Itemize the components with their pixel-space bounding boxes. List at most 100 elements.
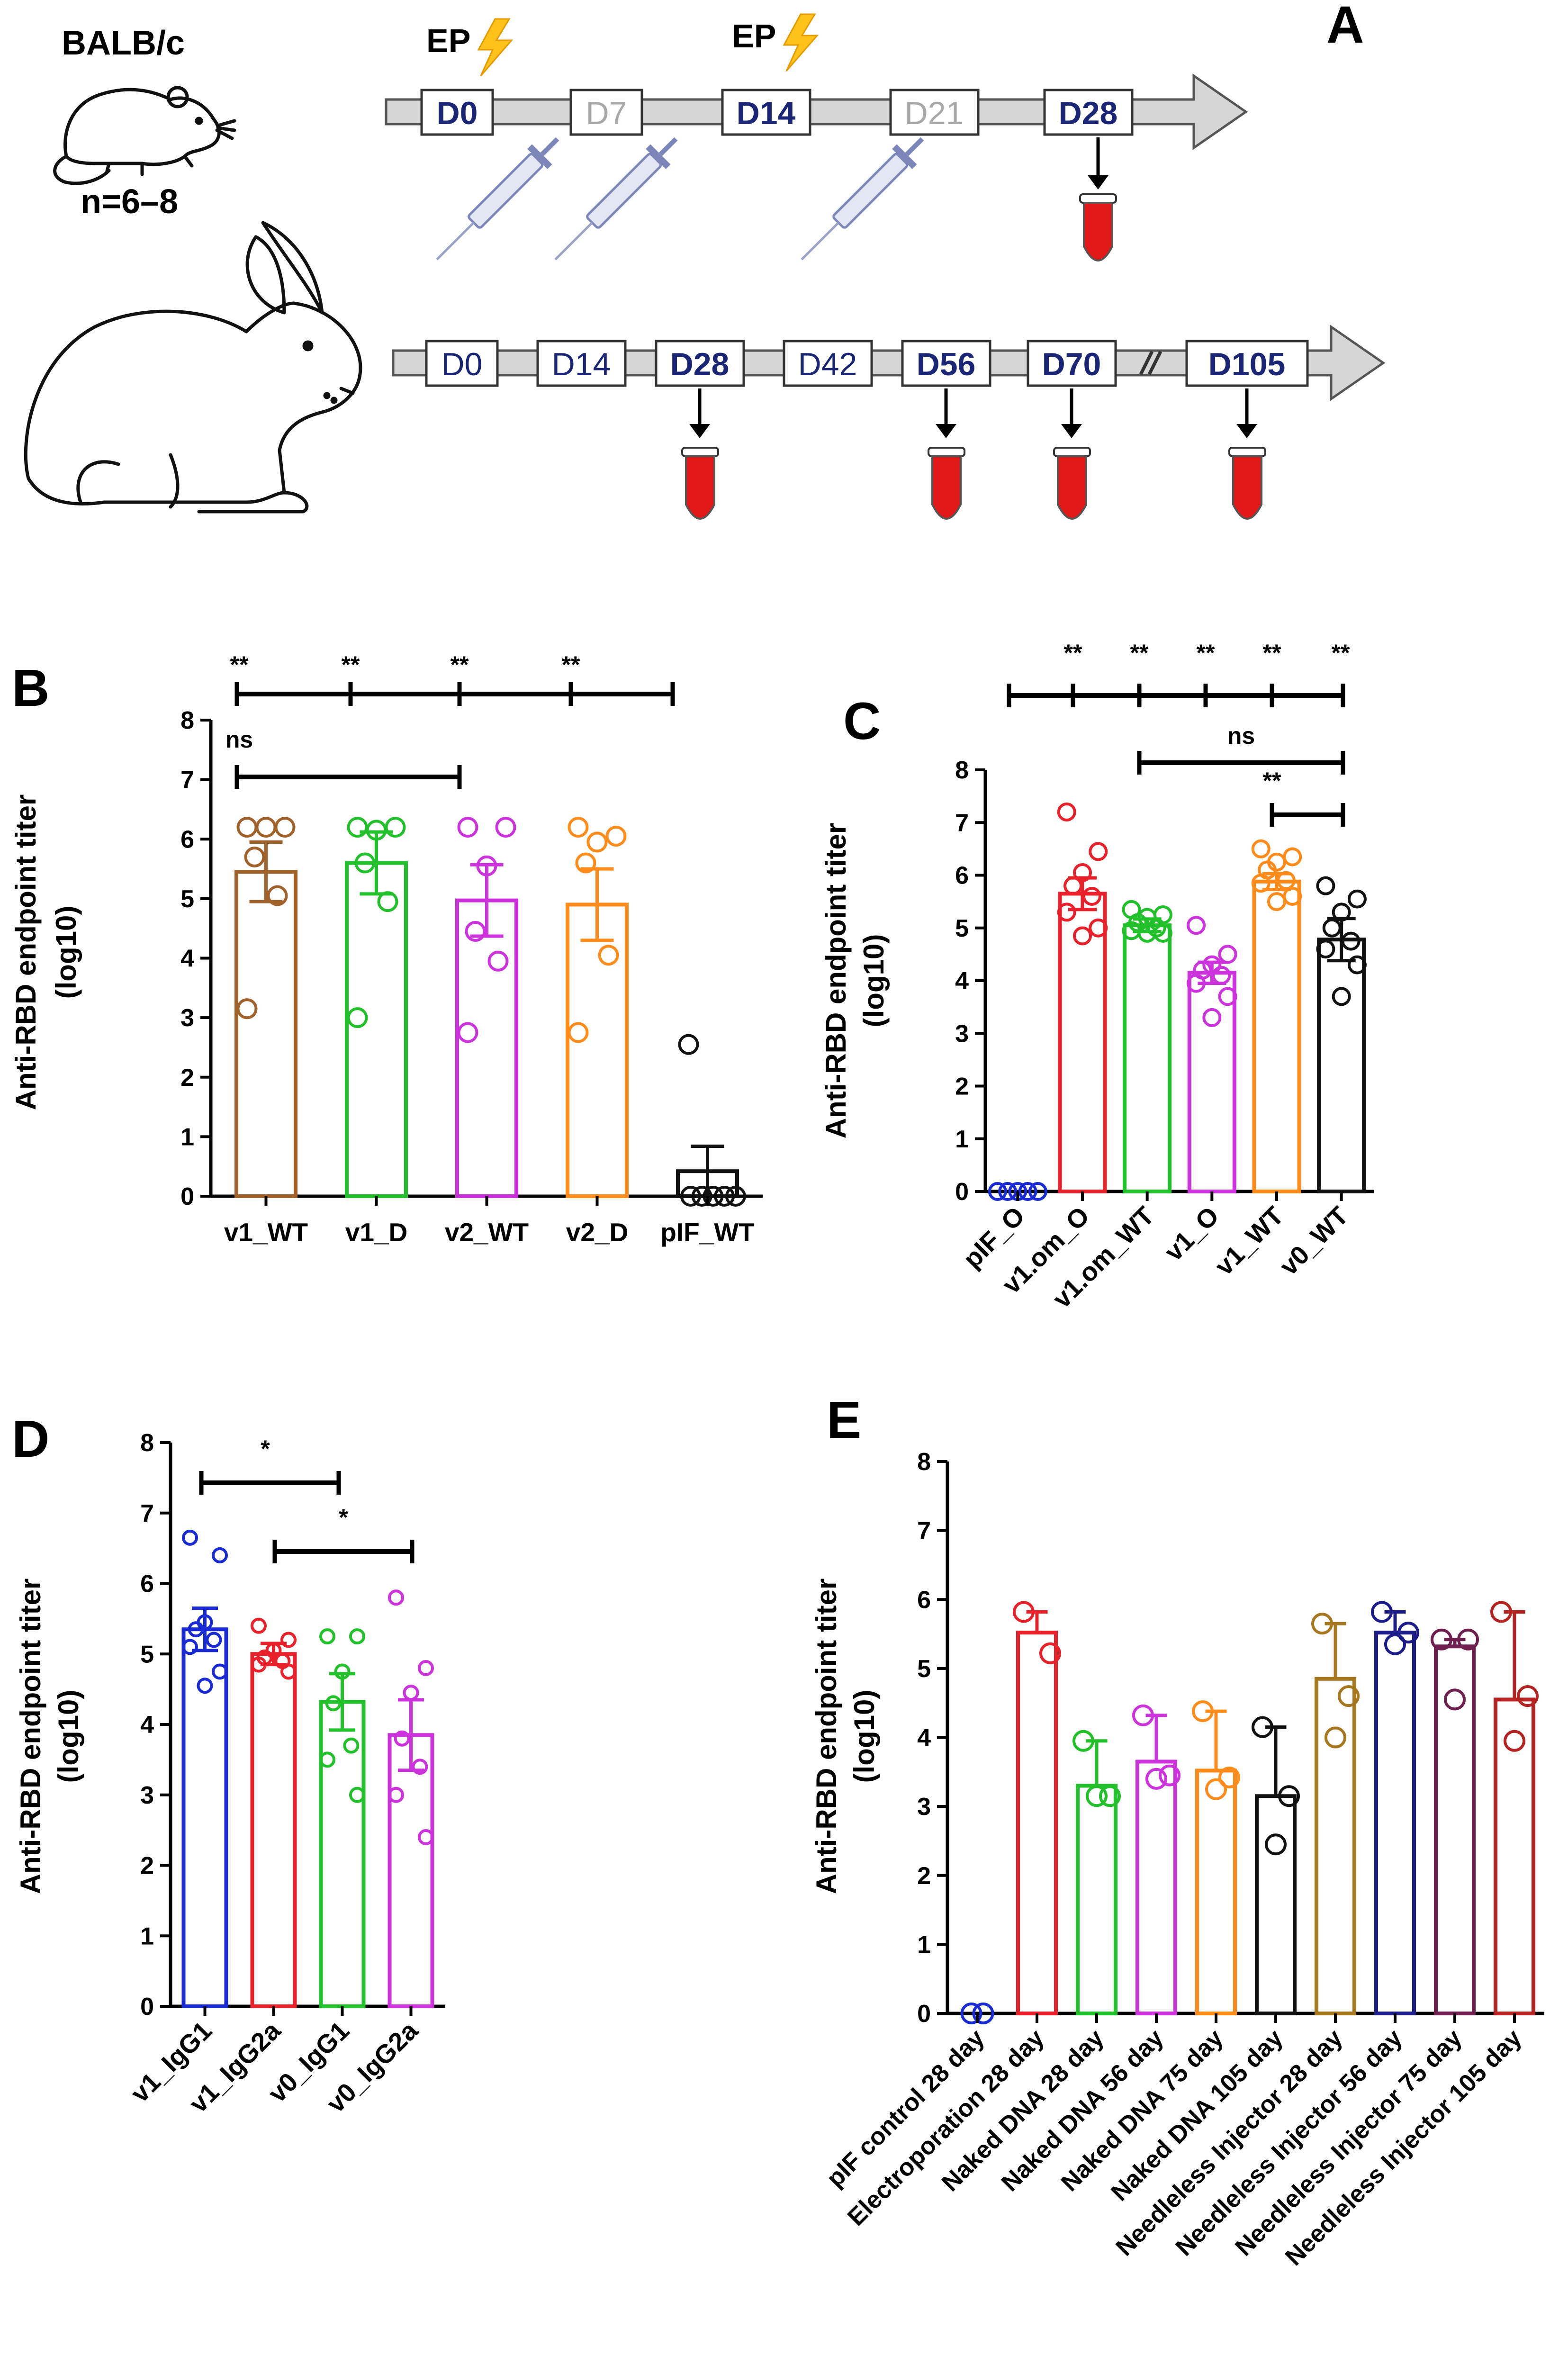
- data-point: [349, 1787, 365, 1803]
- bar: [1016, 1631, 1058, 2015]
- data-point: [1332, 987, 1351, 1006]
- y-axis-title: Anti-RBD endpoint titer: [820, 823, 852, 1139]
- bar: [1135, 1759, 1177, 2015]
- significance-label: **: [1064, 640, 1082, 666]
- data-point: [1057, 803, 1076, 821]
- axis-break-icon: [1139, 351, 1162, 375]
- data-point: [1332, 902, 1351, 922]
- y-tick-label: 3: [955, 1020, 969, 1047]
- data-point: [568, 817, 589, 838]
- data-point: [1202, 1008, 1222, 1027]
- data-point: [1252, 1716, 1273, 1738]
- y-tick-label: 2: [180, 1064, 194, 1092]
- significance-label: **: [451, 651, 469, 678]
- data-point: [388, 1589, 404, 1606]
- data-point: [1028, 1182, 1047, 1201]
- rabbit-day-d0: D0: [442, 346, 483, 382]
- blood-draw-d28: [681, 388, 719, 520]
- rabbit-day-d28: D28: [670, 346, 730, 382]
- y-axis-title: (log10): [858, 934, 890, 1028]
- data-point: [457, 817, 478, 838]
- y-tick-label: 1: [140, 1922, 154, 1950]
- data-point: [212, 1547, 228, 1563]
- data-point: [403, 1685, 419, 1701]
- mouse-day-d14: D14: [737, 95, 796, 131]
- data-point: [1267, 892, 1286, 911]
- data-point: [244, 846, 265, 867]
- data-point: [568, 1022, 589, 1043]
- data-point: [1384, 1633, 1406, 1655]
- panel-e-chart: E Anti-RBD endpoint titer (log10) 0 1 2 3 4 5 6 7 8…: [811, 1391, 1544, 2271]
- data-point: [385, 817, 406, 838]
- rabbit-day-d56: D56: [917, 346, 976, 382]
- data-point: [1089, 842, 1108, 861]
- data-point: [1444, 1688, 1466, 1711]
- rabbit-blood-draws: [681, 388, 1266, 520]
- panel-d-chart: D Anti-RBD endpoint titer (log10) 0 1 2 3 4 5 6 7 8…: [12, 1410, 445, 2118]
- data-point: [212, 1663, 228, 1680]
- data-point: [1490, 1601, 1512, 1623]
- data-point: [476, 855, 497, 876]
- y-tick-label: 6: [180, 826, 194, 853]
- y-tick-label: 8: [955, 757, 969, 784]
- data-point: [1347, 889, 1367, 909]
- data-point: [1086, 1785, 1108, 1807]
- data-point: [251, 1617, 267, 1634]
- data-point: [412, 1759, 428, 1775]
- data-point: [1265, 1833, 1287, 1856]
- data-point: [1072, 1730, 1094, 1752]
- significance-label: **: [1332, 640, 1350, 666]
- significance-label: **: [1197, 640, 1215, 666]
- y-tick-label: 5: [140, 1641, 154, 1668]
- data-point: [1218, 1766, 1240, 1788]
- data-point: [1122, 921, 1141, 940]
- data-point: [1099, 1785, 1121, 1807]
- y-tick-label: 7: [140, 1500, 154, 1527]
- panel-a-schematic: A BALB/c n=6–8 D0 D7 D14 D21 D28 EP: [24, 0, 1386, 520]
- data-point: [255, 817, 277, 838]
- y-tick-label: 2: [917, 1862, 931, 1890]
- bar: [234, 870, 297, 1198]
- data-point: [267, 885, 288, 906]
- data-point: [1073, 863, 1092, 882]
- lightning-icon: [783, 13, 819, 72]
- panel-letter: E: [827, 1391, 861, 1449]
- rabbit-day-d105: D105: [1208, 346, 1286, 382]
- data-point: [586, 831, 608, 853]
- data-point: [182, 1529, 198, 1546]
- data-point: [1187, 916, 1206, 935]
- y-axis-title: Anti-RBD endpoint titer: [15, 1579, 46, 1895]
- bar: [1123, 923, 1172, 1193]
- y-axis-title: Anti-RBD endpoint titer: [10, 794, 42, 1110]
- blood-draw-d105: [1228, 388, 1266, 520]
- data-point: [1013, 1601, 1035, 1623]
- bar: [1317, 938, 1366, 1193]
- mouse-day-d7: D7: [586, 95, 627, 131]
- mouse-strain-label: BALB/c: [62, 24, 185, 62]
- data-point: [182, 1639, 198, 1655]
- data-point: [678, 1034, 699, 1055]
- syringe-icon: [801, 137, 924, 261]
- x-tick-label: v2_WT: [445, 1218, 529, 1247]
- data-point: [366, 820, 387, 841]
- x-tick-label: v2_D: [566, 1218, 628, 1247]
- y-tick-label: 0: [140, 1993, 154, 2021]
- y-axis-title: (log10): [50, 906, 82, 999]
- data-point: [575, 852, 596, 874]
- bar: [345, 861, 408, 1198]
- data-point: [487, 950, 509, 972]
- mouse-illustration: [53, 86, 236, 185]
- rabbit-illustration: [24, 221, 362, 514]
- panel-letter: D: [12, 1410, 49, 1468]
- significance-label: **: [342, 651, 360, 678]
- panel-b-chart: B Anti-RBD endpoint titer (log10) 0 1 2 3 4 5 6 7 8…: [10, 651, 763, 1247]
- data-point: [1251, 839, 1271, 858]
- data-point: [1278, 1785, 1300, 1807]
- data-point: [1218, 987, 1237, 1006]
- y-tick-label: 7: [180, 767, 194, 794]
- data-point: [1205, 1778, 1227, 1800]
- data-point: [680, 1186, 701, 1207]
- y-tick-label: 6: [955, 862, 969, 890]
- data-point: [1504, 1730, 1525, 1752]
